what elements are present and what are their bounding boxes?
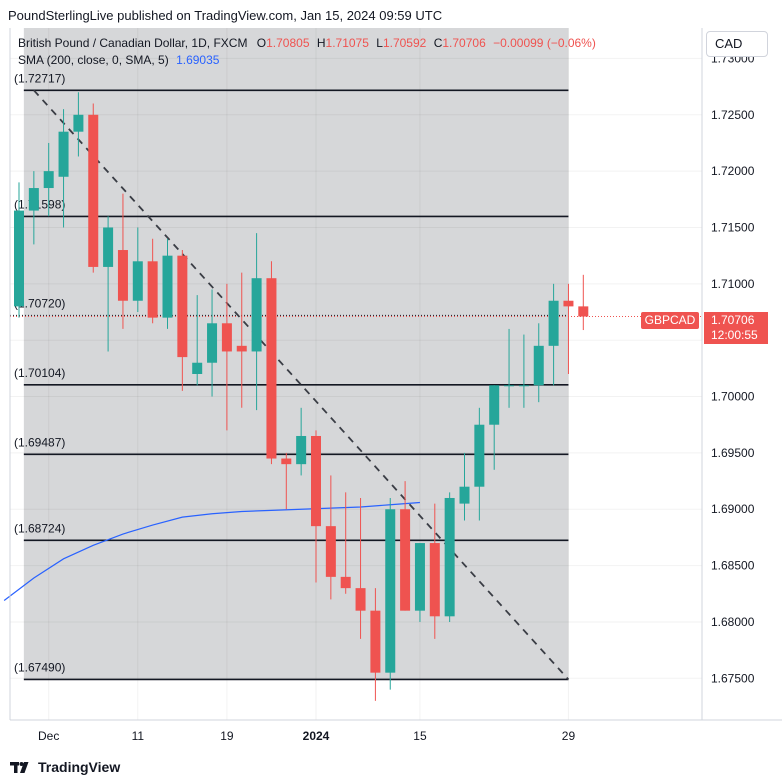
shaded-range — [23, 28, 569, 680]
y-tick-9: 1.68500 — [711, 559, 755, 573]
candle-body-18 — [281, 458, 292, 465]
candle-body-13 — [207, 323, 218, 363]
trendline-group — [33, 89, 570, 681]
candle-body-12 — [192, 362, 203, 374]
candle-body-15 — [236, 345, 247, 352]
chart-legend-row: British Pound / Canadian Dollar, 1D, FXC… — [18, 36, 596, 50]
level-label-5: (1.68724) — [14, 521, 65, 535]
y-tick-8: 1.69000 — [711, 502, 755, 516]
candle-body-35 — [533, 345, 544, 386]
close-value: 1.70706 — [442, 36, 486, 50]
sma-label: SMA (200, close, 0, SMA, 5) — [18, 53, 169, 67]
sma-legend-row: SMA (200, close, 0, SMA, 5) 1.69035 — [18, 53, 219, 67]
symbol-price-tag: GBPCAD — [641, 312, 699, 329]
low-label: L — [376, 36, 383, 50]
candle-body-32 — [489, 385, 500, 425]
candle-body-6 — [103, 227, 114, 267]
candle-body-4 — [73, 114, 84, 132]
sma-value: 1.69035 — [176, 53, 220, 67]
candle-body-2 — [43, 171, 54, 189]
trendline — [33, 89, 570, 681]
x-tick-1: 11 — [132, 729, 145, 743]
candle-body-21 — [325, 526, 336, 577]
sma-group — [3, 501, 420, 602]
last-price-value: 1.70706 — [711, 313, 755, 327]
candle-body-36 — [548, 300, 559, 346]
level-label-3: (1.70104) — [14, 366, 65, 380]
candle-body-27 — [414, 543, 425, 611]
footer: TradingView — [10, 759, 120, 775]
candle-body-38 — [578, 306, 589, 317]
chart-frame[interactable]: (1.72717) (1.71598) (1.70720) (1.70104) (1.6… — [0, 28, 782, 752]
y-tick-3: 1.71500 — [711, 220, 755, 234]
y-tick-10: 1.68000 — [711, 615, 755, 629]
x-tick-5: 29 — [562, 729, 576, 743]
y-tick-7: 1.69500 — [711, 446, 755, 460]
candle-body-14 — [221, 323, 232, 352]
candle-body-30 — [459, 486, 470, 504]
candle-body-1 — [28, 188, 39, 211]
x-tick-0: Dec — [38, 729, 59, 743]
candle-body-25 — [385, 509, 396, 673]
high-value: 1.71075 — [325, 36, 369, 50]
candles-group — [14, 92, 589, 701]
symbol-title: British Pound / Canadian Dollar, 1D, FXC… — [18, 36, 248, 50]
high-label: H — [316, 36, 326, 50]
open-value: 1.70805 — [266, 36, 310, 50]
candle-body-5 — [88, 114, 99, 267]
candle-body-29 — [444, 497, 455, 617]
level-label-6: (1.67490) — [14, 660, 65, 674]
currency-button[interactable]: CAD — [706, 31, 768, 57]
candle-body-26 — [400, 509, 411, 611]
publisher-line: PoundSterlingLive published on TradingVi… — [8, 8, 443, 23]
candle-body-20 — [311, 435, 321, 527]
open-label: O — [256, 36, 267, 50]
candle-body-28 — [429, 543, 440, 617]
candle-body-34 — [518, 385, 529, 387]
gbpcad-candlestick-chart[interactable]: (1.72717) (1.71598) (1.70720) (1.70104) (1.6… — [0, 28, 782, 752]
candle-body-16 — [251, 278, 262, 352]
candle-body-10 — [162, 255, 173, 318]
level-label-4: (1.69487) — [14, 435, 65, 449]
candle-body-33 — [504, 385, 515, 387]
bar-countdown: 12:00:55 — [711, 328, 758, 342]
candle-body-23 — [355, 588, 366, 611]
y-tick-6: 1.70000 — [711, 390, 755, 404]
level-label-0: (1.72717) — [14, 71, 65, 85]
tradingview-logo-icon — [10, 761, 29, 773]
y-tick-2: 1.72000 — [711, 164, 755, 178]
low-value: 1.70592 — [382, 36, 427, 50]
candle-body-17 — [266, 278, 277, 459]
y-tick-11: 1.67500 — [711, 671, 755, 685]
sma-line — [3, 501, 420, 602]
x-tick-4: 15 — [413, 729, 427, 743]
candle-body-8 — [132, 261, 143, 301]
level-label-2: (1.70720) — [14, 296, 65, 310]
candle-body-37 — [563, 300, 574, 307]
x-tick-3: 2024 — [303, 729, 330, 743]
last-price-tag: 1.70706 12:00:55 — [704, 312, 768, 344]
candle-body-3 — [58, 131, 69, 177]
x-tick-2: 19 — [220, 729, 234, 743]
candle-body-9 — [147, 261, 158, 318]
shaded-region — [23, 28, 569, 680]
candle-body-22 — [340, 576, 351, 589]
change-value: −0.00099 (−0.06%) — [493, 36, 596, 50]
candle-body-24 — [370, 610, 381, 673]
y-tick-1: 1.72500 — [711, 108, 755, 122]
candle-body-11 — [177, 255, 188, 358]
level-label-1: (1.71598) — [14, 197, 65, 211]
tradingview-brand: TradingView — [38, 759, 121, 775]
candle-body-31 — [474, 424, 485, 487]
horizontal-levels: (1.72717) (1.71598) (1.70720) (1.70104) (1.6… — [10, 71, 702, 681]
y-tick-4: 1.71000 — [711, 277, 755, 291]
candle-body-19 — [296, 435, 307, 465]
candle-body-0 — [14, 210, 24, 307]
candle-body-7 — [117, 250, 128, 301]
close-label: C — [433, 36, 443, 50]
